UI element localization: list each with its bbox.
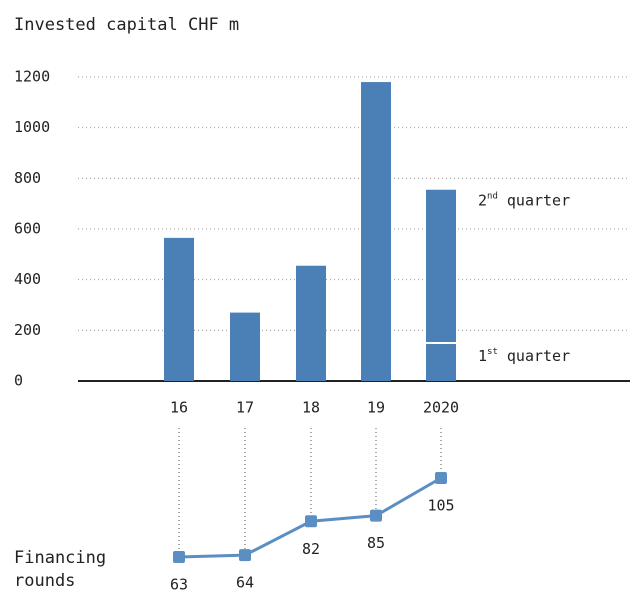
x-tick-label: 18 bbox=[302, 399, 320, 417]
y-tick-label: 1000 bbox=[14, 118, 50, 136]
chart-title: Invested capital CHF m bbox=[14, 15, 239, 35]
data-label: 105 bbox=[427, 497, 454, 515]
data-label: 85 bbox=[367, 534, 385, 552]
x-tick-label: 16 bbox=[170, 399, 188, 417]
data-label: 82 bbox=[302, 540, 320, 558]
bar bbox=[361, 82, 391, 382]
y-tick-label: 0 bbox=[14, 372, 23, 390]
x-tick-label: 17 bbox=[236, 399, 254, 417]
point bbox=[305, 515, 317, 528]
bar bbox=[426, 189, 456, 343]
data-label: 64 bbox=[236, 574, 254, 592]
point bbox=[435, 472, 447, 484]
point bbox=[239, 549, 251, 562]
x-tick-label: 19 bbox=[367, 399, 385, 417]
bar bbox=[296, 265, 326, 381]
bar bbox=[164, 237, 194, 381]
data-label: 63 bbox=[170, 576, 188, 594]
legend-label: 2nd quarter bbox=[478, 191, 570, 209]
legend-label: 1st quarter bbox=[478, 347, 570, 365]
y-tick-label: 600 bbox=[14, 220, 41, 238]
y-tick-label: 800 bbox=[14, 169, 41, 187]
y-tick-label: 200 bbox=[14, 321, 41, 339]
y-tick-label: 400 bbox=[14, 270, 41, 288]
point bbox=[173, 551, 185, 563]
bar bbox=[230, 312, 260, 381]
x-tick-label: 2020 bbox=[423, 399, 459, 417]
y-tick-label: 1200 bbox=[14, 68, 50, 86]
bar bbox=[426, 343, 456, 381]
chart-title: Financing rounds bbox=[14, 548, 106, 591]
point bbox=[370, 509, 382, 522]
